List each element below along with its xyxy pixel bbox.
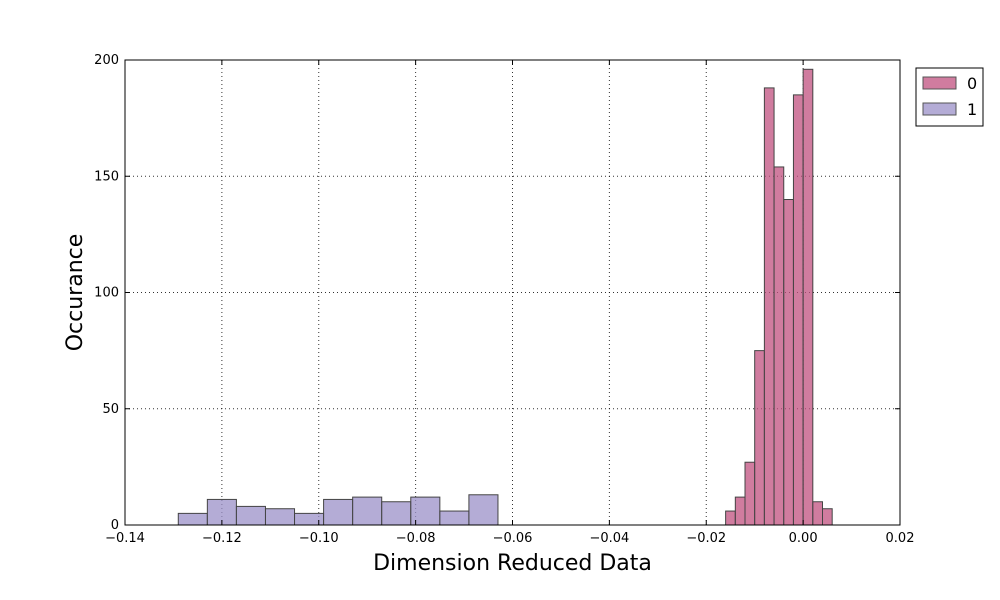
x-tick-label: −0.10 (299, 531, 339, 546)
axis-tick-labels: −0.14 −0.12 −0.10 −0.08 −0.06 −0.04 −0.02 0.00 0… (94, 53, 914, 546)
histogram-bar-series-1 (381, 501, 412, 526)
legend: 0 1 (915, 67, 984, 127)
x-tick-label: −0.08 (396, 531, 436, 546)
y-tick-label: 100 (94, 286, 119, 301)
histogram-bar-series-0 (763, 87, 775, 526)
x-tick-label: 0.00 (789, 531, 818, 546)
legend-label-series-1: 1 (967, 100, 977, 119)
legend-swatch-series-1 (922, 102, 957, 116)
x-axis-label: Dimension Reduced Data (373, 551, 652, 576)
histogram-bar-series-0 (734, 496, 746, 526)
y-tick-label: 50 (102, 402, 119, 417)
x-tick-label: −0.12 (202, 531, 242, 546)
histogram-bars (177, 68, 833, 526)
histogram-bar-series-1 (177, 512, 208, 526)
histogram-bar-series-1 (235, 505, 266, 526)
y-axis-label: Occurance (63, 234, 88, 352)
x-tick-label: −0.02 (686, 531, 726, 546)
histogram-bar-series-1 (352, 496, 383, 526)
legend-swatch-series-0 (922, 76, 957, 90)
x-tick-label: −0.14 (105, 531, 145, 546)
y-tick-label: 200 (94, 53, 119, 68)
histogram-bar-series-0 (744, 461, 756, 526)
axis-ticks (124, 59, 901, 526)
legend-label-series-0: 0 (967, 74, 977, 93)
histogram-bar-series-1 (439, 510, 470, 526)
histogram-bar-series-0 (773, 166, 785, 526)
y-tick-label: 0 (111, 518, 119, 533)
x-tick-label: 0.02 (886, 531, 915, 546)
histogram-bar-series-1 (264, 508, 296, 526)
histogram-bar-series-1 (323, 498, 354, 526)
y-tick-label: 150 (94, 169, 119, 184)
histogram-bar-series-0 (812, 501, 823, 526)
histogram-bar-series-0 (792, 94, 804, 526)
histogram-bar-series-0 (822, 508, 833, 526)
x-tick-label: −0.04 (589, 531, 629, 546)
histogram-bar-series-0 (802, 68, 814, 526)
histogram-bar-series-0 (783, 199, 794, 526)
histogram-bar-series-0 (725, 510, 736, 526)
x-tick-label: −0.06 (493, 531, 533, 546)
histogram-bar-series-1 (468, 494, 499, 526)
histogram-bar-series-0 (754, 350, 765, 526)
